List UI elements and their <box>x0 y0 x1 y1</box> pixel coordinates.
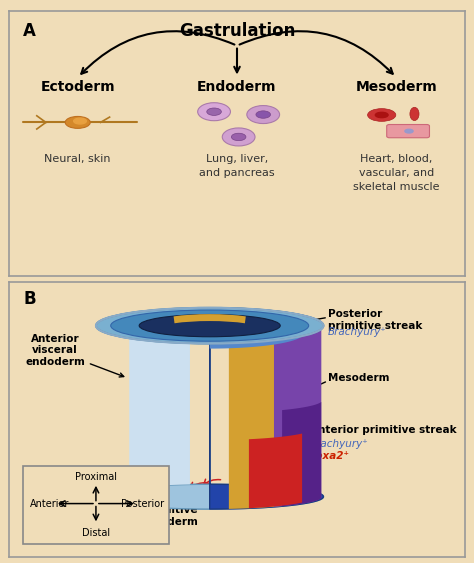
Ellipse shape <box>65 117 90 128</box>
Text: B: B <box>23 290 36 308</box>
Ellipse shape <box>73 118 86 124</box>
Polygon shape <box>249 434 302 508</box>
Text: Foxa2⁺: Foxa2⁺ <box>310 451 350 461</box>
Text: Brachyury⁺: Brachyury⁺ <box>328 327 387 337</box>
Text: Anterior primitive streak: Anterior primitive streak <box>310 425 456 435</box>
Text: Gastrulation: Gastrulation <box>179 22 295 40</box>
Text: Definitive
endoderm: Definitive endoderm <box>139 505 199 526</box>
Text: Proximal: Proximal <box>75 472 117 482</box>
Text: Mesoderm: Mesoderm <box>328 373 390 383</box>
Ellipse shape <box>405 129 413 133</box>
Ellipse shape <box>231 133 246 141</box>
FancyBboxPatch shape <box>387 124 429 138</box>
Text: Lung, liver,
and pancreas: Lung, liver, and pancreas <box>199 154 275 178</box>
Text: Ectoderm: Ectoderm <box>40 80 115 94</box>
Polygon shape <box>274 327 321 507</box>
Polygon shape <box>282 402 321 506</box>
Polygon shape <box>229 336 300 509</box>
Polygon shape <box>210 308 323 509</box>
Ellipse shape <box>139 315 280 337</box>
Text: Brachyury⁺: Brachyury⁺ <box>310 439 369 449</box>
Polygon shape <box>210 311 303 348</box>
Ellipse shape <box>256 111 271 118</box>
Text: A: A <box>23 22 36 40</box>
Text: Anterior: Anterior <box>30 499 69 508</box>
Text: Mesoderm: Mesoderm <box>356 80 437 94</box>
Ellipse shape <box>222 128 255 146</box>
Ellipse shape <box>207 108 221 115</box>
FancyBboxPatch shape <box>23 466 169 544</box>
Ellipse shape <box>368 109 396 122</box>
Ellipse shape <box>96 484 323 509</box>
Text: Endoderm: Endoderm <box>197 80 277 94</box>
Ellipse shape <box>111 310 309 341</box>
Polygon shape <box>96 308 210 509</box>
Text: Distal: Distal <box>82 528 110 538</box>
Ellipse shape <box>410 108 419 120</box>
Text: Posterior
primitive streak: Posterior primitive streak <box>328 309 422 330</box>
Text: Neural, skin: Neural, skin <box>45 154 111 164</box>
Ellipse shape <box>375 113 388 118</box>
Text: Anterior
visceral
endoderm: Anterior visceral endoderm <box>25 334 124 377</box>
Ellipse shape <box>96 308 323 343</box>
Ellipse shape <box>247 106 280 123</box>
Polygon shape <box>129 308 190 488</box>
Ellipse shape <box>198 102 230 120</box>
Text: Posterior: Posterior <box>121 499 164 508</box>
Text: Heart, blood,
vascular, and
skeletal muscle: Heart, blood, vascular, and skeletal mus… <box>353 154 439 192</box>
